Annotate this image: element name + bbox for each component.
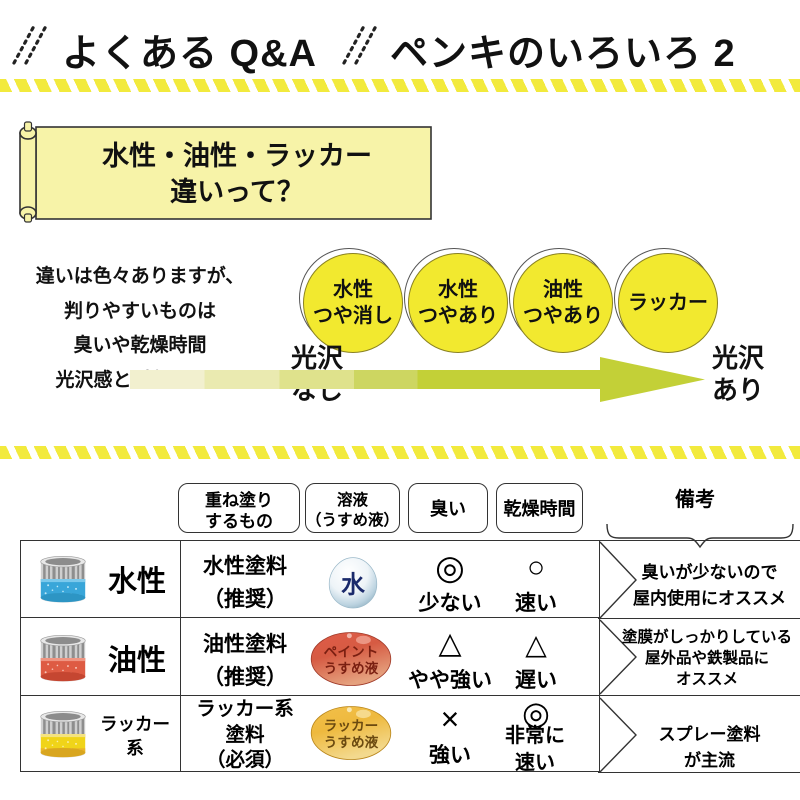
svg-text:ペイント: ペイント — [324, 645, 379, 660]
svg-text:うすめ液: うすめ液 — [324, 734, 379, 750]
svg-text:うすめ液: うすめ液 — [324, 660, 379, 676]
svg-text:水: 水 — [341, 572, 365, 599]
svg-text:ラッカー: ラッカー — [324, 719, 379, 734]
